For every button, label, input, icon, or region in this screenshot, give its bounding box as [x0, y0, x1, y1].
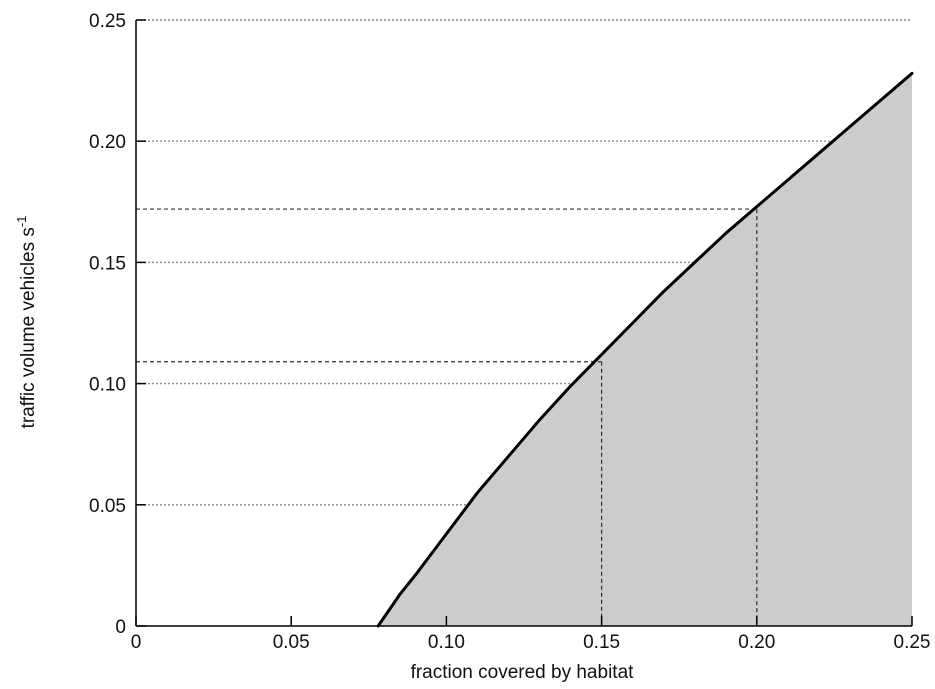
x-tick-label: 0.05: [273, 632, 310, 653]
curve-layer: [376, 71, 914, 628]
area-fill: [378, 73, 912, 626]
y-tick-label: 0: [115, 617, 126, 638]
y-tick-label: 0.05: [89, 496, 126, 517]
area-layer: [378, 73, 912, 626]
axes-layer: [135, 19, 913, 627]
x-tick-label: 0.20: [738, 632, 775, 653]
y-tick-label: 0.10: [89, 375, 126, 396]
x-tick-label: 0.10: [428, 632, 465, 653]
reference-lines: [136, 208, 758, 626]
y-tick-label: 0.15: [89, 253, 126, 274]
x-tick-label: 0.15: [583, 632, 620, 653]
data-curve: [376, 71, 914, 628]
y-axis-title-superscript: -1: [14, 216, 29, 228]
y-axis-title-main: traffic volume vehicles s: [18, 227, 39, 428]
y-tick-label: 0.25: [89, 11, 126, 32]
x-tick-label: 0.25: [894, 632, 931, 653]
x-axis-title: fraction covered by habitat: [411, 662, 635, 683]
y-tick-label: 0.20: [89, 132, 126, 153]
x-tick-labels: 0 0.05 0.10 0.15 0.20 0.25: [131, 632, 931, 653]
y-tick-labels: 0 0.05 0.10 0.15 0.20 0.25: [89, 11, 126, 638]
x-tick-label: 0: [131, 632, 142, 653]
y-axis-title: traffic volume vehicles s-1: [14, 216, 39, 429]
